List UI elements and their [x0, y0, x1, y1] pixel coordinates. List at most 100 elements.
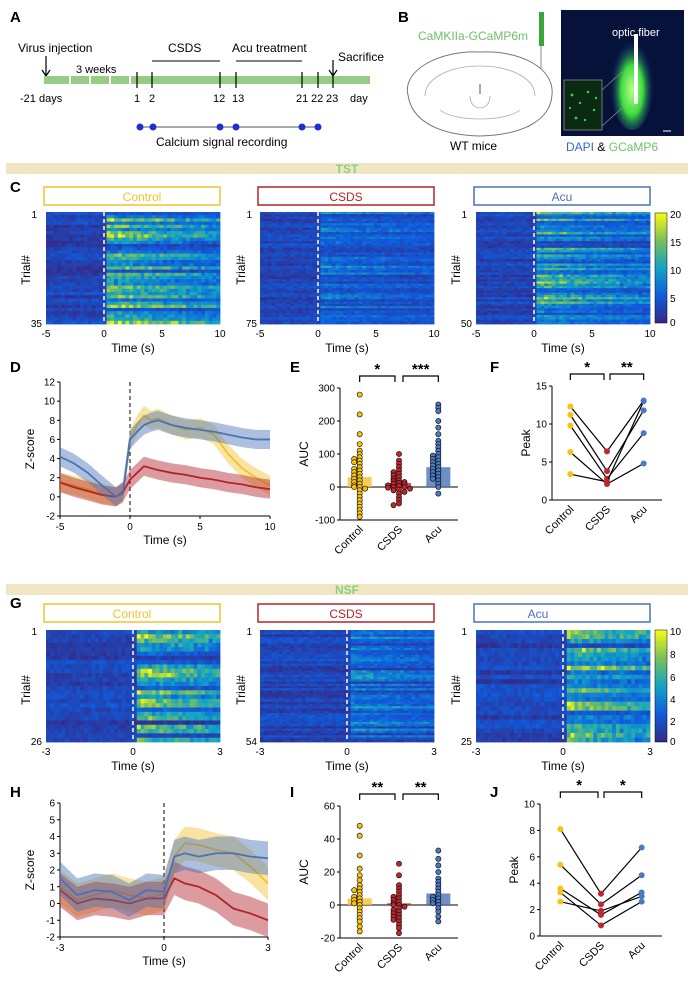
timeline-bar	[44, 76, 370, 84]
heatmap-cell	[358, 241, 363, 244]
heatmap-cell	[61, 224, 66, 229]
heatmap-cell	[297, 243, 303, 246]
heatmap-cell	[491, 252, 496, 255]
heatmap-cell	[547, 229, 553, 233]
row-last-label: 26	[31, 737, 43, 748]
heatmap-cell	[185, 244, 191, 248]
heatmap-cell	[204, 311, 210, 315]
heatmap-cell	[159, 279, 164, 283]
panel-letters: A B C D E F G H I J	[10, 9, 499, 801]
heatmap-cell	[381, 261, 386, 264]
heatmap-cell	[110, 221, 115, 226]
heatmap-cell	[117, 224, 123, 229]
heatmap-cell	[339, 292, 344, 296]
heatmap-cell	[373, 236, 378, 240]
heatmap-cell	[418, 272, 424, 276]
heatmap-cell	[426, 212, 431, 215]
heatmap-cell	[574, 216, 579, 220]
heatmap-cell	[494, 232, 500, 235]
heatmap-cell	[61, 212, 66, 216]
heatmap-cell	[513, 232, 519, 235]
heatmap-cell	[286, 214, 291, 217]
heatmap-cell	[297, 285, 303, 289]
heatmap-cell	[106, 308, 111, 312]
heatmap-cell	[286, 223, 291, 226]
heatmap-cell	[110, 256, 115, 261]
heatmap-cell	[392, 212, 397, 215]
heatmap-cell	[68, 272, 73, 277]
heatmap-cell	[369, 265, 374, 269]
heatmap-cell	[174, 311, 179, 315]
heatmap-cell	[301, 270, 306, 273]
heatmap-cell	[102, 234, 107, 238]
heatmap-cell	[388, 272, 393, 276]
heatmap-cell	[301, 290, 306, 294]
heatmap-cell	[263, 268, 268, 271]
heatmap-cell	[358, 263, 363, 267]
heatmap-cell	[646, 214, 651, 217]
heatmap-cell	[483, 254, 488, 258]
heatmap-cell	[634, 236, 640, 240]
heatmap-cell	[309, 225, 314, 229]
heatmap-cell	[373, 279, 378, 282]
heatmap-title-box-control-nsf	[43, 603, 221, 623]
heatmap-cell	[335, 321, 340, 325]
heatmap-cell	[631, 218, 636, 222]
heatmap-cell	[339, 220, 344, 224]
heatmap-cell	[597, 212, 602, 215]
heatmap-cell	[392, 294, 397, 298]
heatmap-cell	[271, 259, 276, 262]
heatmap-cell	[335, 276, 340, 280]
heatmap-cell	[528, 245, 534, 249]
heatmap-cell	[260, 290, 265, 294]
heatmap-cell	[358, 265, 363, 269]
heatmap-cell	[612, 238, 617, 242]
heatmap-cell	[396, 294, 401, 298]
heatmap-cell	[110, 228, 115, 232]
heatmap-cell	[140, 234, 145, 238]
heatmap-cell	[155, 314, 160, 318]
heatmap-cell	[144, 247, 149, 251]
heatmap-cell	[204, 244, 210, 248]
heatmap-cell	[263, 250, 268, 253]
heatmap-cell	[271, 247, 276, 251]
heatmap-cell	[98, 269, 104, 274]
heatmap-cell	[98, 231, 104, 235]
heatmap-cell	[358, 272, 363, 276]
heatmap-cell	[76, 288, 81, 293]
heatmap-cell	[358, 281, 363, 285]
heatmap-cell	[418, 259, 424, 262]
heatmap-cell	[57, 314, 62, 318]
heatmap-cell	[117, 212, 123, 216]
heatmap-cell	[365, 279, 371, 282]
heatmap-cell	[343, 259, 348, 262]
heatmap-cell	[324, 234, 329, 238]
heatmap-cell	[347, 265, 352, 269]
heatmap-cell	[305, 220, 310, 224]
heatmap-cell	[498, 220, 503, 224]
heatmap-cell	[178, 231, 183, 235]
heatmap-cell	[491, 227, 496, 231]
heatmap-cell	[532, 241, 537, 244]
heatmap-cell	[267, 281, 272, 285]
heatmap-cell	[331, 299, 337, 302]
heatmap-cell	[212, 301, 217, 306]
heatmap-cell	[125, 263, 130, 267]
heatmap-cell	[297, 276, 303, 280]
heatmap-cell	[369, 216, 374, 220]
heatmap-cell	[201, 228, 206, 232]
heatmap-cell	[362, 227, 367, 231]
heatmap-cell	[555, 212, 560, 215]
heatmap-cell	[263, 216, 268, 220]
heatmap-cell	[80, 266, 85, 270]
heatmap-cell	[604, 250, 609, 253]
heatmap-cell	[608, 223, 613, 226]
heatmap-cell	[294, 214, 299, 217]
heatmap-cell	[407, 274, 412, 278]
heatmap-cell	[574, 234, 579, 238]
heatmap-cell	[369, 290, 374, 294]
heatmap-cell	[415, 297, 420, 300]
heatmap-cell	[201, 260, 206, 264]
heatmap-cell	[260, 281, 265, 285]
heatmap-cell	[110, 288, 115, 293]
